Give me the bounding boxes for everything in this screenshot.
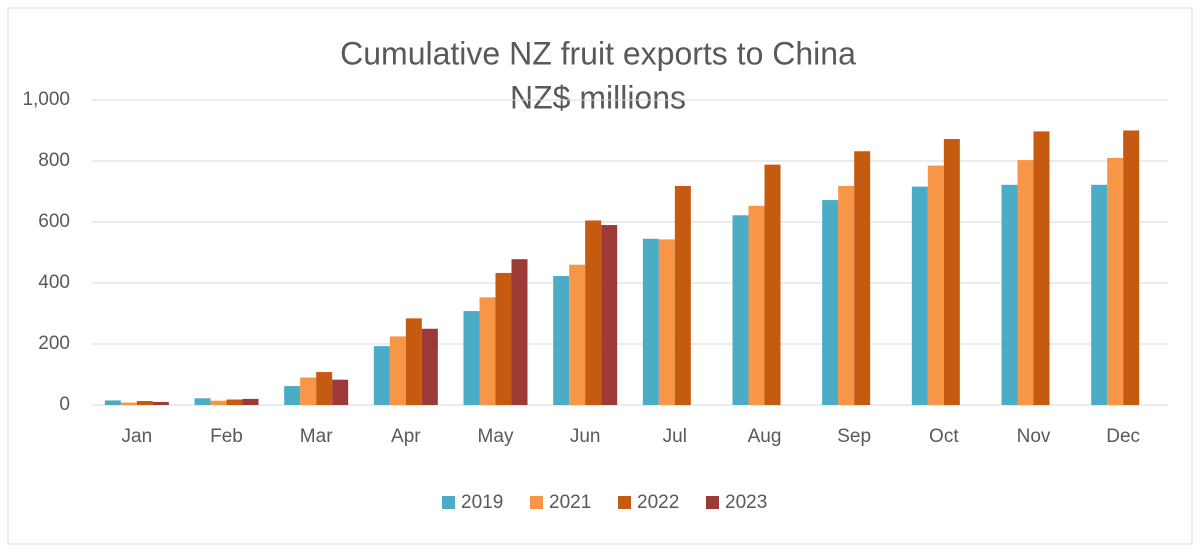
bar: [300, 377, 317, 405]
bar: [585, 220, 602, 405]
x-tick-label: Nov: [1017, 426, 1051, 447]
y-tick-label: 400: [38, 272, 70, 293]
bar: [658, 239, 675, 405]
x-tick-label: Oct: [929, 426, 959, 447]
bar: [104, 400, 121, 405]
bar: [1017, 160, 1034, 405]
bar: [242, 398, 259, 405]
bar: [479, 297, 496, 405]
x-tick-label: Mar: [300, 426, 333, 447]
y-tick-label: 1,000: [22, 89, 70, 110]
x-tick-label: Feb: [210, 426, 243, 447]
bar: [284, 386, 301, 405]
bar: [601, 225, 618, 405]
x-tick-label: Apr: [391, 426, 421, 447]
y-tick-label: 600: [38, 211, 70, 232]
bar: [1033, 131, 1050, 406]
bar: [764, 164, 781, 405]
bar: [511, 259, 528, 405]
bar: [553, 275, 570, 405]
bar: [463, 311, 480, 405]
y-tick-label: 800: [38, 150, 70, 171]
chart-title: Cumulative NZ fruit exports to China: [340, 35, 856, 71]
legend-swatch: [618, 496, 631, 509]
bar: [120, 402, 137, 405]
bar: [421, 328, 438, 405]
x-tick-label: Dec: [1106, 426, 1140, 447]
bar: [911, 186, 928, 405]
bar: [1123, 130, 1140, 405]
bar: [152, 401, 169, 405]
x-tick-label: Aug: [748, 426, 782, 447]
legend-label: 2023: [725, 492, 767, 513]
bar: [943, 139, 960, 406]
bar: [732, 215, 749, 405]
y-tick-label: 0: [59, 394, 70, 415]
bar: [405, 318, 422, 405]
bar: [316, 372, 333, 405]
x-tick-label: Jul: [663, 426, 687, 447]
bar: [1107, 157, 1124, 405]
bar: [674, 186, 691, 405]
y-tick-label: 200: [38, 333, 70, 354]
bar: [389, 336, 406, 405]
legend-label: 2021: [549, 492, 591, 513]
bar: [210, 400, 227, 405]
x-tick-label: Sep: [837, 426, 871, 447]
bar: [226, 399, 243, 405]
bar: [1001, 184, 1018, 405]
bar: [136, 401, 153, 405]
x-tick-label: Jun: [570, 426, 601, 447]
legend-swatch: [442, 496, 455, 509]
bar: [569, 264, 586, 405]
legend-swatch: [706, 496, 719, 509]
bar: [642, 238, 659, 405]
x-tick-label: Jan: [122, 426, 153, 447]
chart-subtitle: NZ$ millions: [510, 79, 686, 115]
bar: [822, 200, 839, 405]
bar: [1091, 184, 1108, 405]
x-tick-label: May: [478, 426, 514, 447]
bar: [194, 398, 211, 405]
bar: [495, 272, 512, 405]
bar: [838, 186, 855, 405]
bar: [332, 379, 349, 405]
legend-label: 2022: [637, 492, 679, 513]
legend-swatch: [530, 496, 543, 509]
legend-label: 2019: [461, 492, 503, 513]
bar: [854, 151, 871, 405]
bar: [373, 346, 390, 405]
bar: [927, 165, 944, 405]
bar: [748, 205, 765, 405]
